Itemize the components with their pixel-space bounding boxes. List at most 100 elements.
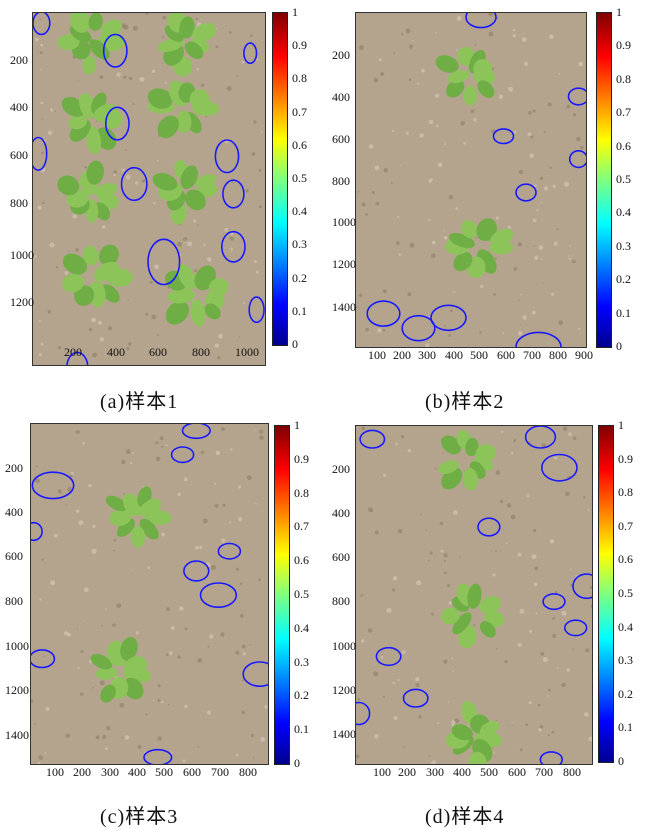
y-tick-label: 800 <box>332 594 350 608</box>
soybean-leaf <box>189 89 210 110</box>
soil-speck <box>572 259 576 264</box>
soil-speck <box>513 267 518 271</box>
soil-speck <box>34 723 37 726</box>
soil-speck <box>47 130 53 135</box>
soil-speck <box>401 434 405 439</box>
soil-speck <box>443 236 448 240</box>
y-tick-label: 800 <box>5 594 23 608</box>
soil-speck <box>254 428 256 430</box>
y-tick-label: 600 <box>5 549 23 563</box>
soil-speck <box>221 538 226 543</box>
soil-speck <box>127 342 132 346</box>
soybean-leaf <box>89 281 106 308</box>
soil-speck <box>492 573 496 577</box>
colorbar-d <box>598 425 614 763</box>
soil-speck <box>373 671 379 677</box>
soil-speck <box>558 320 564 326</box>
soil-speck <box>455 207 459 210</box>
soybean-leaf <box>62 253 88 275</box>
soil-speck <box>393 716 398 720</box>
weed-detection-circle <box>567 87 586 106</box>
soil-speck <box>177 492 181 496</box>
soil-speck <box>57 489 62 494</box>
soil-speck <box>157 699 161 702</box>
soil-speck <box>50 108 54 112</box>
soil-speck <box>38 353 42 357</box>
soil-speck <box>231 181 234 184</box>
soil-speck <box>532 310 536 315</box>
soil-speck <box>159 436 164 441</box>
colorbar-tick-label: 0.3 <box>618 653 633 668</box>
weed-detection-circle <box>120 166 148 202</box>
soil-speck <box>405 28 411 34</box>
y-tick-label: 400 <box>10 100 28 114</box>
y-tick-label: 200 <box>5 461 23 475</box>
y-tick-label: 1400 <box>5 728 29 742</box>
soybean-leaf <box>435 55 459 73</box>
soil-speck <box>399 164 401 166</box>
soil-speck <box>470 109 474 113</box>
soil-speck <box>532 218 537 223</box>
x-tick-label: 400 <box>445 348 463 362</box>
soil-speck <box>238 517 243 522</box>
soil-speck <box>34 255 37 258</box>
weed-detection-circle <box>243 42 258 65</box>
soil-speck <box>199 545 203 550</box>
soil-speck <box>258 578 261 582</box>
colorbar-tick-label: 0.1 <box>616 305 631 320</box>
soil-speck <box>235 567 239 571</box>
soil-speck <box>255 502 258 505</box>
soil-speck <box>40 68 43 71</box>
soil-speck <box>152 700 155 702</box>
soil-speck <box>40 101 44 105</box>
soil-speck <box>160 700 164 704</box>
soil-speck <box>229 236 234 241</box>
soil-speck <box>170 626 175 630</box>
x-tick-label: 200 <box>64 345 82 359</box>
soybean-leaf <box>192 23 217 43</box>
weed-detection-circle <box>33 136 48 171</box>
soil-speck <box>126 347 130 351</box>
soil-speck <box>534 255 539 260</box>
soil-speck <box>145 13 149 16</box>
weed-detection-circle <box>248 296 265 324</box>
soil-speck <box>135 181 139 185</box>
soil-speck <box>106 725 111 731</box>
soil-speck <box>395 442 398 446</box>
soil-speck <box>78 520 84 526</box>
soil-speck <box>528 110 532 115</box>
soil-speck <box>92 524 96 528</box>
soil-speck <box>162 15 166 20</box>
soil-speck <box>255 354 258 357</box>
soil-speck <box>151 69 156 73</box>
soil-speck <box>495 719 498 721</box>
y-tick-label: 1000 <box>5 639 29 653</box>
soil-speck <box>236 754 239 757</box>
soil-speck <box>121 736 124 739</box>
soil-speck <box>416 580 422 586</box>
soil-speck <box>241 644 246 649</box>
soil-speck <box>194 269 197 273</box>
soybean-leaf <box>90 653 113 670</box>
x-tick-label: 100 <box>373 765 391 779</box>
soil-speck <box>195 545 199 550</box>
soil-photo-d <box>355 425 593 765</box>
soil-speck <box>31 699 34 703</box>
soil-speck <box>209 634 214 639</box>
soil-speck <box>137 744 142 749</box>
soil-speck <box>367 628 373 633</box>
colorbar-tick-label: 0.2 <box>616 272 631 287</box>
soybean-leaf <box>105 495 127 512</box>
soil-speck <box>510 451 514 455</box>
soil-speck <box>157 684 161 688</box>
soil-speck <box>44 139 47 142</box>
x-tick-label: 500 <box>480 765 498 779</box>
soil-speck <box>356 754 360 759</box>
colorbar-tick-label: 0.2 <box>618 686 633 701</box>
weed-detection-circle <box>102 33 128 68</box>
soil-speck <box>549 166 552 169</box>
soil-speck <box>528 701 532 705</box>
soil-speck <box>444 143 447 146</box>
soil-speck <box>169 651 173 655</box>
soil-speck <box>39 598 42 601</box>
